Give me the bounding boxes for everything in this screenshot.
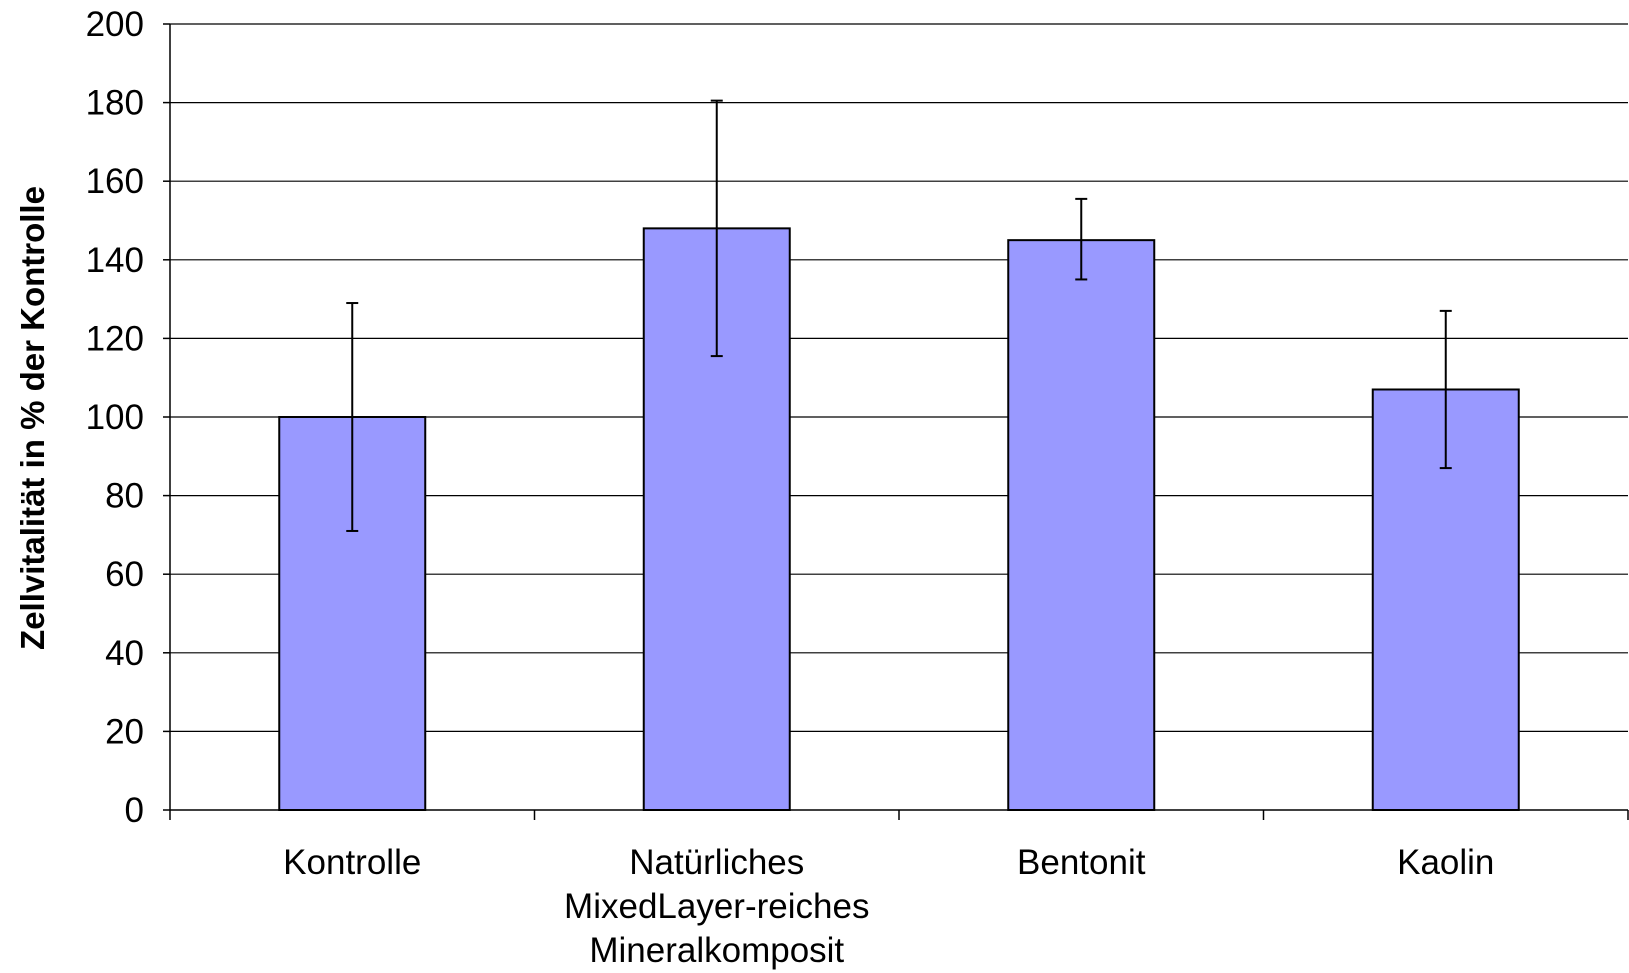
y-tick-label: 60 <box>105 555 144 594</box>
x-tick-label: Bentonit <box>1017 843 1146 882</box>
y-tick-label: 160 <box>86 162 144 201</box>
y-tick-label: 20 <box>105 712 144 751</box>
x-tick-label: Natürliches MixedLayer-reiches Mineralkomp… <box>564 843 869 970</box>
x-tick-label-line: Natürliches <box>629 843 804 882</box>
error-bars <box>346 99 1452 532</box>
x-tick-label: Kaolin <box>1397 843 1494 882</box>
x-tick-label-line: MixedLayer-reiches <box>564 887 869 926</box>
x-tick-label-line: Bentonit <box>1017 843 1146 882</box>
x-tick-label-line: Kaolin <box>1397 843 1494 882</box>
y-tick-label: 180 <box>86 84 144 123</box>
y-tick-label: 140 <box>86 241 144 280</box>
y-tick-label: 200 <box>86 5 144 44</box>
y-tick-label: 40 <box>105 634 144 673</box>
y-axis-title: Zellvitalität in % der Kontrolle <box>14 186 51 650</box>
bar <box>1007 239 1156 811</box>
y-tick-label: 100 <box>86 398 144 437</box>
y-tick-label: 80 <box>105 477 144 516</box>
y-tick-label: 0 <box>125 791 144 830</box>
x-tick-label-line: Mineralkomposit <box>589 931 844 970</box>
x-tick-label-line: Kontrolle <box>283 843 421 882</box>
y-tick-label: 120 <box>86 319 144 358</box>
y-tick-labels: 0 20 40 60 80 100 120 140 160 180 200 <box>86 5 144 830</box>
bars <box>278 227 1520 812</box>
x-tick-label: Kontrolle <box>283 843 421 882</box>
x-tick-labels: Kontrolle Natürliches MixedLayer-reiches Mi… <box>283 843 1494 970</box>
